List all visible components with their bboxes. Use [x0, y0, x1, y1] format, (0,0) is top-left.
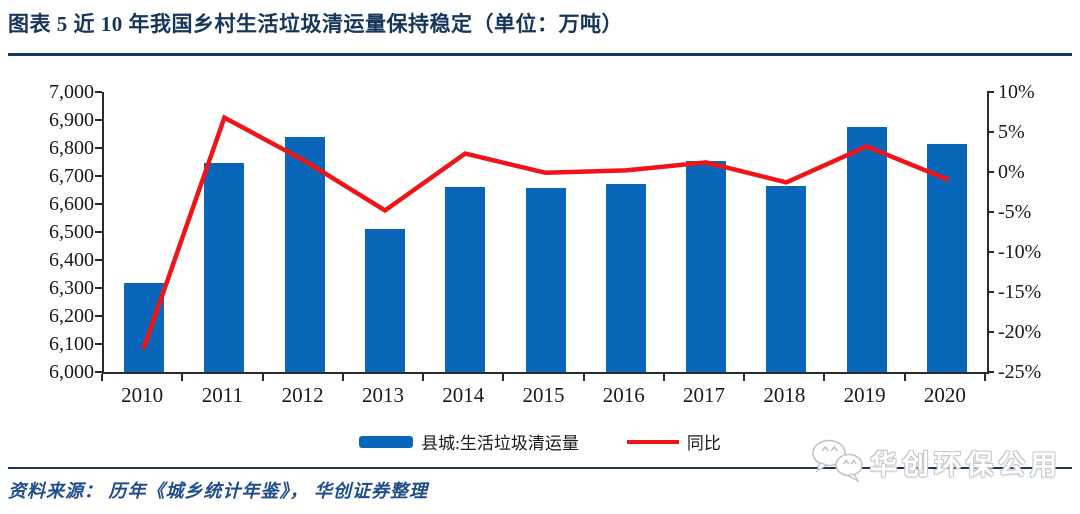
wechat-icon	[812, 439, 863, 483]
y-axis-left-tick	[95, 119, 102, 121]
bottom-divider	[8, 467, 1072, 469]
y-axis-left-tick	[95, 203, 102, 205]
x-axis-tick	[101, 374, 103, 381]
x-axis-label-2014: 2014	[442, 383, 485, 407]
x-axis-label-2018: 2018	[763, 383, 806, 407]
y-axis-right-tick	[987, 331, 994, 333]
watermark: 华创环保公用	[808, 438, 1062, 486]
x-axis-label-2015: 2015	[522, 383, 565, 407]
y-axis-right-tick	[987, 211, 994, 213]
y-axis-left-tick	[95, 147, 102, 149]
x-axis-label-2010: 2010	[121, 383, 164, 407]
y-axis-right-label: 0%	[998, 161, 1025, 183]
bar-legend-swatch	[359, 435, 414, 448]
y-axis-right-tick	[987, 291, 994, 293]
y-axis-right-label: -5%	[998, 201, 1032, 223]
bar-2012	[284, 136, 325, 372]
bar-2011	[204, 163, 245, 372]
line-legend-label: 同比	[686, 434, 721, 453]
y-axis-left-label: 6,600	[49, 193, 94, 215]
y-axis-right-label: 10%	[998, 81, 1035, 103]
x-axis-label-2016: 2016	[602, 383, 645, 407]
y-axis-right-tick	[987, 171, 994, 173]
watermark-text: 华创环保公用	[870, 449, 1062, 480]
bar-2010	[124, 282, 165, 372]
x-axis-tick	[261, 374, 264, 381]
x-axis-label-2012: 2012	[281, 383, 324, 407]
y-axis-left-label: 6,100	[49, 333, 94, 355]
x-axis-tick	[422, 374, 425, 381]
bar-2014	[445, 186, 486, 372]
x-axis-tick	[823, 374, 826, 381]
y-axis-left-label: 6,400	[49, 249, 94, 271]
y-axis-left-tick	[95, 287, 102, 289]
y-axis-left-tick	[95, 343, 102, 345]
y-axis-left-tick	[95, 315, 102, 317]
bar-2018	[766, 185, 807, 372]
x-axis-tick	[341, 374, 344, 381]
line-legend-swatch	[626, 439, 679, 444]
y-axis-left-label: 6,800	[49, 137, 94, 159]
y-axis-right-tick	[987, 91, 994, 93]
x-axis-tick	[502, 374, 505, 381]
y-axis-right-label: -20%	[998, 321, 1042, 343]
y-axis-left-label: 6,000	[49, 361, 94, 383]
bar-2015	[525, 188, 566, 372]
y-axis-left-label: 6,900	[49, 109, 94, 131]
top-divider	[8, 53, 1072, 56]
x-axis-label-2011: 2011	[201, 383, 244, 407]
y-axis-left-tick	[95, 91, 102, 93]
y-axis-right-label: 5%	[998, 121, 1025, 143]
x-axis-tick	[181, 374, 184, 381]
y-axis-left-tick	[95, 371, 102, 373]
y-axis-left-label: 6,500	[49, 221, 94, 243]
y-axis-left-label: 6,700	[49, 165, 94, 187]
x-axis-label-2017: 2017	[683, 383, 726, 407]
legend-item-line: 同比	[626, 429, 721, 454]
y-axis-left-tick	[95, 175, 102, 177]
x-axis-tick	[984, 374, 986, 381]
bar-2013	[364, 228, 405, 372]
x-axis-tick	[582, 374, 585, 381]
bar-2017	[686, 161, 727, 372]
bar-legend-label: 县城:生活垃圾清运量	[421, 434, 579, 453]
plot-area	[102, 92, 989, 374]
y-axis-right-tick	[987, 251, 994, 253]
source-note: 资料来源： 历年《城乡统计年鉴》， 华创证券整理	[8, 481, 428, 501]
y-axis-left-tick	[95, 259, 102, 261]
x-axis-tick	[662, 374, 665, 381]
y-axis-right-label: -25%	[998, 361, 1042, 383]
figure-title: 图表 5 近 10 年我国乡村生活垃圾清运量保持稳定（单位：万吨）	[8, 12, 623, 36]
bar-2020	[926, 144, 967, 372]
legend-item-bar: 县城:生活垃圾清运量	[359, 429, 579, 454]
y-axis-left-label: 6,200	[49, 305, 94, 327]
y-axis-left-tick	[95, 231, 102, 233]
x-axis-tick	[743, 374, 746, 381]
bar-2016	[605, 184, 646, 372]
y-axis-right-tick	[987, 371, 994, 373]
x-axis-label-2019: 2019	[843, 383, 886, 407]
y-axis-left-label: 6,300	[49, 277, 94, 299]
chart-legend: 县城:生活垃圾清运量 同比	[0, 429, 1080, 454]
bar-2019	[846, 126, 887, 372]
y-axis-right-tick	[987, 131, 994, 133]
x-axis-label-2020: 2020	[923, 383, 966, 407]
y-axis-right-label: -10%	[998, 241, 1042, 263]
x-axis-label-2013: 2013	[361, 383, 404, 407]
y-axis-left-label: 7,000	[49, 81, 94, 103]
x-axis-tick	[903, 374, 906, 381]
yoy-line	[141, 114, 950, 350]
y-axis-right-label: -15%	[998, 281, 1042, 303]
